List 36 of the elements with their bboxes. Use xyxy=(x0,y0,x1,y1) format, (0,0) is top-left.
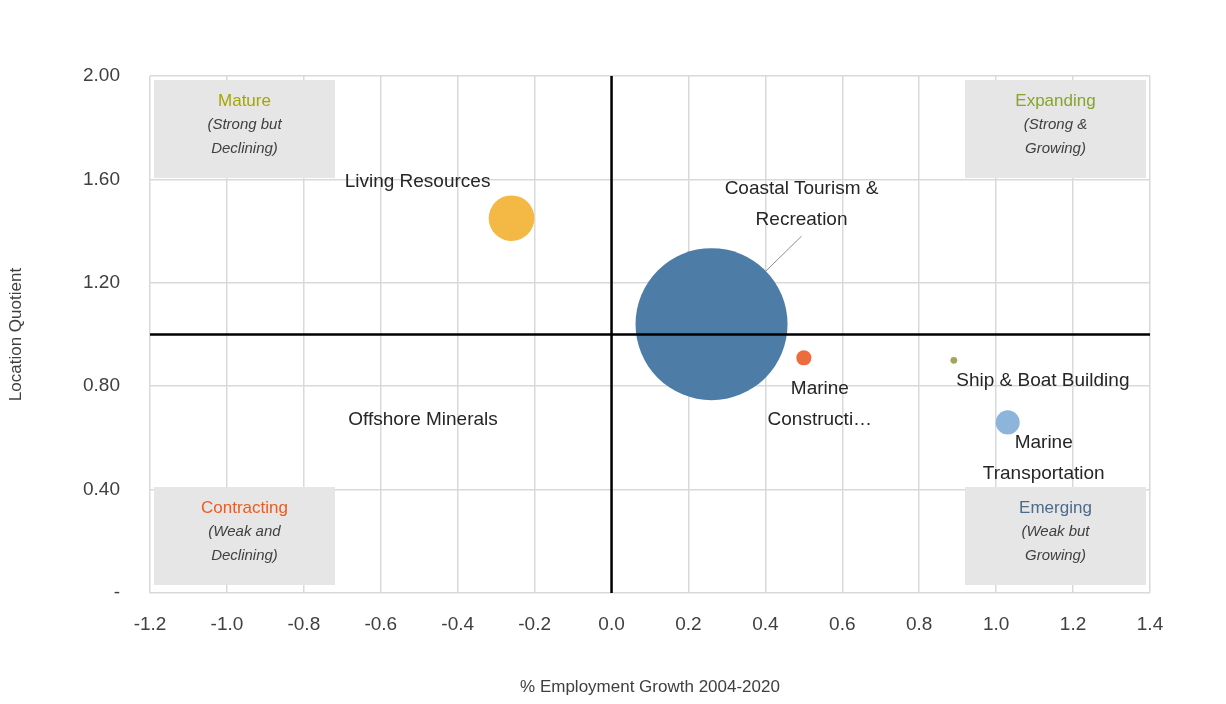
x-tick-label: -0.4 xyxy=(441,612,475,634)
series-label: Living Resources xyxy=(344,170,491,192)
series-label: Marine Constructi… xyxy=(767,377,873,429)
annotation: (Weak and Declining) xyxy=(207,521,282,565)
x-tick-label: -0.8 xyxy=(287,612,321,634)
x-tick-label: -0.2 xyxy=(518,612,551,634)
y-tick-label: 2.00 xyxy=(83,64,120,86)
y-tick-label: 1.60 xyxy=(83,167,120,189)
annotation: (Strong but Declining) xyxy=(206,114,283,158)
x-tick-label: -1.0 xyxy=(210,612,244,634)
y-tick-label: 0.80 xyxy=(83,374,120,396)
x-tick-label: 0.2 xyxy=(675,612,702,634)
x-axis-title: % Employment Growth 2004-2020 xyxy=(520,677,780,697)
series-label: Ship & Boat Building xyxy=(956,368,1130,390)
annotation: (Weak but Growing) xyxy=(1020,521,1091,565)
annotation: Contracting xyxy=(200,497,289,519)
x-tick-label: 0.8 xyxy=(906,612,933,634)
x-tick-label: 0.6 xyxy=(829,612,856,634)
x-tick-label: 1.0 xyxy=(982,612,1010,634)
x-tick-label: 0.0 xyxy=(598,612,625,634)
y-tick-label: 0.40 xyxy=(83,477,120,499)
y-tick-label: 1.20 xyxy=(83,271,120,293)
x-tick-label: 1.2 xyxy=(1059,612,1087,634)
y-axis-title: Location Quotient xyxy=(5,267,25,402)
x-tick-label: -0.6 xyxy=(364,612,398,634)
x-tick-label: -1.2 xyxy=(133,612,167,634)
annotation: Emerging xyxy=(1018,497,1093,519)
series-label: Coastal Tourism & Recreation xyxy=(724,177,879,230)
series-label: Marine Transportation xyxy=(982,430,1105,483)
annotation: (Strong & Growing) xyxy=(1022,114,1089,158)
x-tick-label: 0.4 xyxy=(752,612,780,634)
annotation: Mature xyxy=(217,90,272,112)
y-tick-label: - xyxy=(113,581,120,603)
x-tick-label: 1.4 xyxy=(1136,612,1164,634)
annotation: Offshore Minerals xyxy=(348,407,498,429)
annotation: Expanding xyxy=(1014,90,1097,112)
